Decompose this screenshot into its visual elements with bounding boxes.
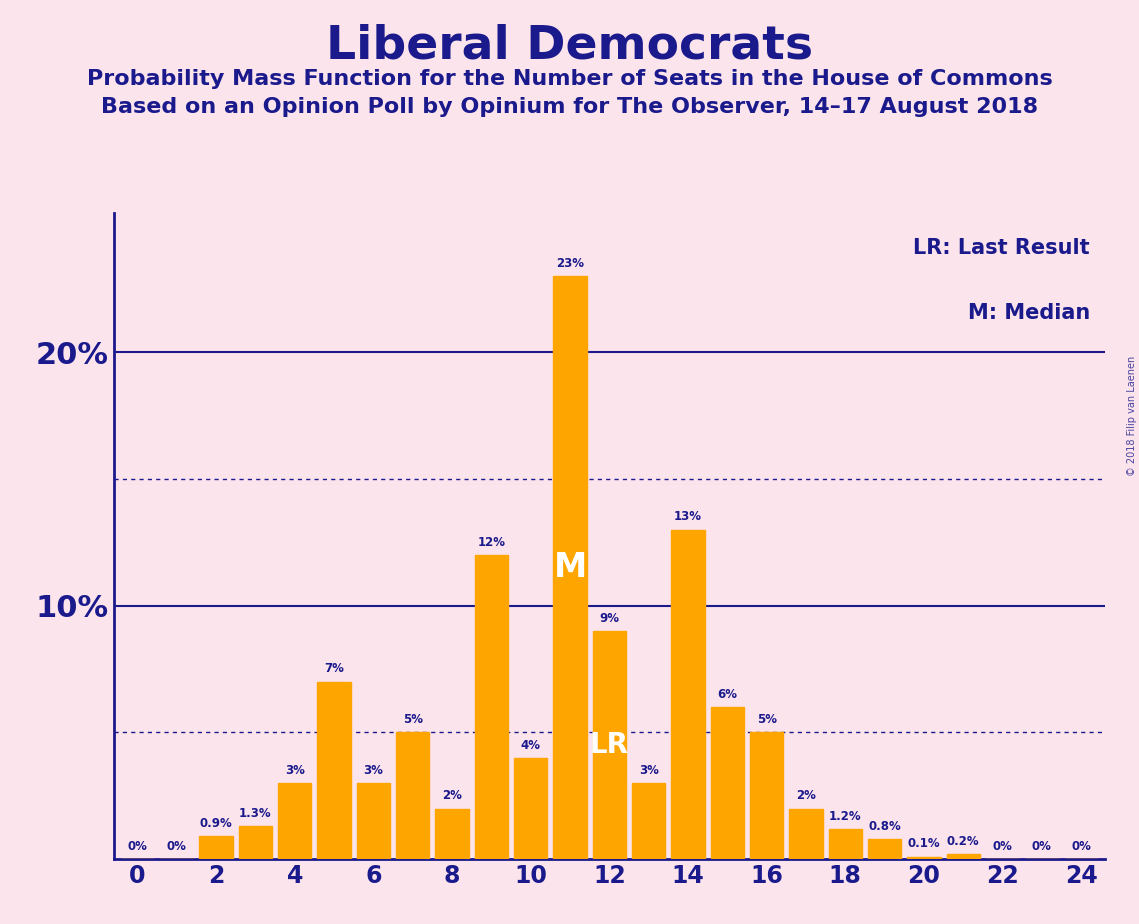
Text: 2%: 2% (796, 789, 816, 802)
Text: 1.2%: 1.2% (829, 809, 861, 822)
Text: 3%: 3% (285, 764, 305, 777)
Bar (711, 707, 744, 859)
Bar (554, 276, 587, 859)
Text: 0.8%: 0.8% (868, 820, 901, 833)
Text: 7%: 7% (325, 663, 344, 675)
Text: 0.1%: 0.1% (908, 837, 941, 850)
Text: 9%: 9% (599, 612, 620, 625)
Text: 3%: 3% (363, 764, 384, 777)
Bar (947, 855, 980, 859)
Bar (671, 529, 705, 859)
Text: © 2018 Filip van Laenen: © 2018 Filip van Laenen (1126, 356, 1137, 476)
Text: 4%: 4% (521, 738, 541, 751)
Bar (357, 784, 391, 859)
Text: 0%: 0% (1032, 840, 1051, 853)
Bar (199, 836, 232, 859)
Text: Probability Mass Function for the Number of Seats in the House of Commons: Probability Mass Function for the Number… (87, 69, 1052, 90)
Bar (435, 808, 469, 859)
Bar (396, 733, 429, 859)
Text: 0.9%: 0.9% (199, 817, 232, 830)
Text: 2%: 2% (442, 789, 462, 802)
Bar (789, 808, 822, 859)
Bar (239, 826, 272, 859)
Bar (318, 682, 351, 859)
Bar (278, 784, 311, 859)
Text: 0.2%: 0.2% (947, 835, 980, 848)
Text: M: Median: M: Median (968, 303, 1090, 323)
Text: M: M (554, 551, 587, 584)
Bar (749, 733, 784, 859)
Text: 12%: 12% (477, 536, 506, 549)
Bar (632, 784, 665, 859)
Text: 0%: 0% (128, 840, 147, 853)
Bar (475, 555, 508, 859)
Text: Based on an Opinion Poll by Opinium for The Observer, 14–17 August 2018: Based on an Opinion Poll by Opinium for … (101, 97, 1038, 117)
Text: 5%: 5% (403, 713, 423, 726)
Text: 0%: 0% (167, 840, 187, 853)
Text: 0%: 0% (1072, 840, 1091, 853)
Bar (908, 857, 941, 859)
Bar (828, 829, 862, 859)
Text: 23%: 23% (556, 257, 584, 270)
Text: 0%: 0% (993, 840, 1013, 853)
Text: 6%: 6% (718, 687, 737, 700)
Text: 13%: 13% (674, 510, 702, 523)
Text: LR: Last Result: LR: Last Result (913, 238, 1090, 259)
Bar (514, 758, 548, 859)
Text: 1.3%: 1.3% (239, 807, 272, 820)
Text: 5%: 5% (756, 713, 777, 726)
Text: Liberal Democrats: Liberal Democrats (326, 23, 813, 68)
Bar (592, 631, 626, 859)
Text: LR: LR (590, 731, 629, 760)
Text: 3%: 3% (639, 764, 658, 777)
Bar (868, 839, 901, 859)
